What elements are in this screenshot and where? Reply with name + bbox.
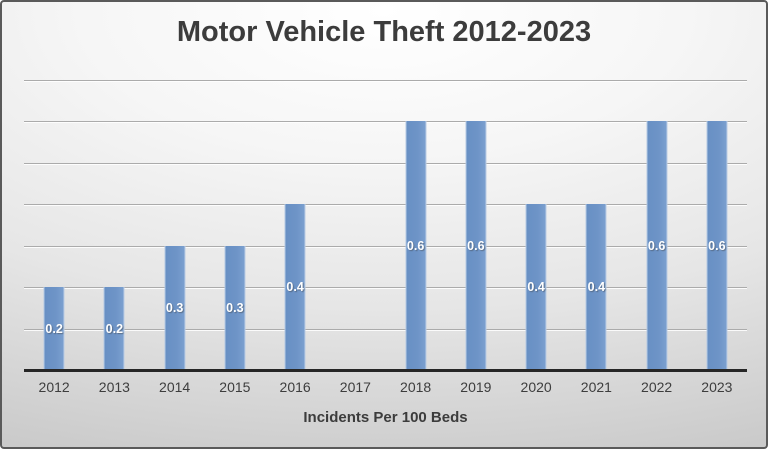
bar-slot-2013: 0.2 — [84, 80, 144, 370]
x-tick-label-2019: 2019 — [460, 379, 492, 395]
bar-2020: 0.4 — [525, 204, 547, 370]
bar-2023: 0.6 — [706, 121, 728, 370]
bar-value-label: 0.3 — [165, 300, 184, 315]
x-tick-label-2021: 2021 — [580, 379, 612, 395]
x-tick-label-2014: 2014 — [159, 379, 191, 395]
x-tick-label-2015: 2015 — [219, 379, 251, 395]
x-axis-title: Incidents Per 100 Beds — [303, 409, 468, 426]
bar-slot-2016: 0.4 — [265, 80, 325, 370]
bar-2014: 0.3 — [164, 245, 186, 370]
bars-row: 0.2 0.2 0.3 0.3 0.4 0.6 0.6 0.4 0.4 0.6 0.6 — [24, 80, 747, 370]
gridline — [24, 80, 747, 81]
bar-value-label: 0.6 — [406, 238, 425, 253]
bar-value-label: 0.6 — [467, 238, 485, 253]
bar-slot-2014: 0.3 — [145, 80, 205, 370]
bar-slot-2021: 0.4 — [566, 80, 626, 370]
bar-slot-2020: 0.4 — [506, 80, 566, 370]
bar-2012: 0.2 — [43, 287, 65, 370]
gridline — [24, 162, 747, 164]
bar-slot-2022: 0.6 — [627, 80, 687, 370]
x-tick-label-2023: 2023 — [701, 379, 733, 395]
bar-value-label: 0.2 — [105, 321, 124, 336]
bar-slot-2012: 0.2 — [24, 80, 84, 370]
bar-value-label: 0.2 — [45, 321, 63, 336]
bar-slot-2018: 0.6 — [386, 80, 446, 370]
bar-2021: 0.4 — [585, 204, 607, 370]
bar-slot-2019: 0.6 — [446, 80, 506, 370]
bar-value-label: 0.4 — [527, 280, 545, 295]
bar-2015: 0.3 — [224, 245, 246, 370]
bar-2013: 0.2 — [103, 287, 125, 370]
bar-value-label: 0.4 — [587, 280, 606, 295]
gridline — [24, 287, 747, 289]
bar-slot-2023: 0.6 — [687, 80, 747, 370]
x-tick-label-2017: 2017 — [339, 379, 371, 395]
bar-slot-2017 — [325, 80, 385, 370]
bar-value-label: 0.3 — [226, 300, 244, 315]
x-tick-label-2018: 2018 — [400, 379, 432, 395]
bar-2022: 0.6 — [646, 121, 668, 370]
bar-value-label: 0.4 — [286, 280, 304, 295]
x-axis-labels: 2012 2013 2014 2015 2016 2017 2018 2019 2020 2021… — [24, 379, 747, 395]
gridline — [24, 245, 747, 247]
gridline — [24, 121, 747, 123]
x-tick-label-2022: 2022 — [641, 379, 673, 395]
x-tick-label-2013: 2013 — [98, 379, 130, 395]
gridline — [24, 204, 747, 206]
plot-area: 0.2 0.2 0.3 0.3 0.4 0.6 0.6 0.4 0.4 0.6 0.6 — [24, 80, 747, 372]
bar-value-label: 0.6 — [647, 238, 666, 253]
x-axis-line — [24, 369, 747, 372]
x-tick-label-2012: 2012 — [38, 379, 70, 395]
bar-2016: 0.4 — [284, 204, 306, 370]
bar-slot-2015: 0.3 — [205, 80, 265, 370]
bar-value-label: 0.6 — [708, 238, 726, 253]
chart-title: Motor Vehicle Theft 2012-2023 — [176, 16, 592, 48]
bar-2018: 0.6 — [405, 121, 427, 370]
x-tick-label-2016: 2016 — [279, 379, 311, 395]
gridline — [24, 328, 747, 330]
bar-2019: 0.6 — [465, 121, 487, 370]
x-tick-label-2020: 2020 — [520, 379, 552, 395]
